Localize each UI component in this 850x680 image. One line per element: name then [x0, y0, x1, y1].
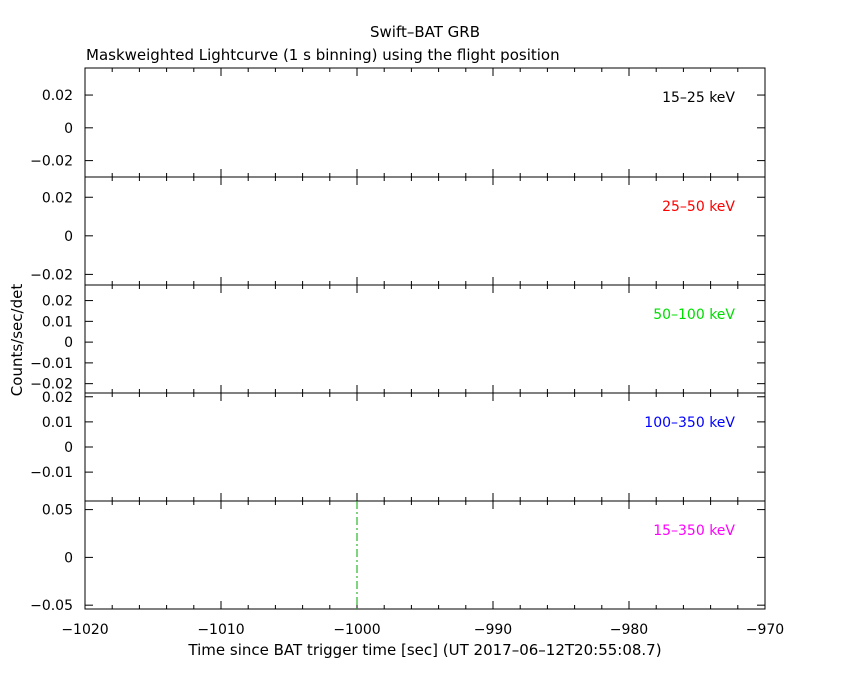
band-label: 50–100 keV	[653, 307, 735, 323]
y-tick-label: 0.01	[42, 314, 73, 330]
band-label: 15–25 keV	[662, 90, 735, 106]
y-tick-label: −0.02	[30, 377, 73, 393]
y-tick-label: −0.01	[30, 465, 73, 481]
y-tick-label: 0.02	[42, 88, 73, 104]
x-tick-label: −970	[746, 622, 784, 638]
y-tick-label: −0.05	[30, 598, 73, 614]
y-tick-label: −0.02	[30, 154, 73, 170]
y-tick-label: 0.02	[42, 390, 73, 406]
x-tick-label: −980	[610, 622, 648, 638]
y-tick-label: 0	[64, 550, 73, 566]
panel-1: −0.02 0 0.02 15–25 keV	[30, 67, 766, 178]
y-tick-label: −0.01	[30, 356, 73, 372]
y-tick-label: 0.05	[42, 503, 73, 519]
x-axis-label: Time since BAT trigger time [sec] (UT 20…	[187, 641, 661, 659]
x-tick-labels: −1020 −1010 −1000 −990 −980 −970	[61, 622, 784, 638]
panel-3: −0.02 −0.01 0 0.01 0.02 50–100 keV	[30, 284, 766, 394]
x-tick-label: −1010	[197, 622, 244, 638]
panel-frame	[84, 67, 766, 178]
x-tick-label: −1020	[61, 622, 108, 638]
y-tick-label: 0	[64, 440, 73, 456]
x-tick-label: −1000	[333, 622, 380, 638]
x-tick-label: −990	[474, 622, 512, 638]
panel-4: −0.01 0 0.01 0.02 100–350 keV	[30, 390, 766, 502]
y-tick-label: 0.01	[42, 415, 73, 431]
y-tick-label: 0.02	[42, 190, 73, 206]
y-tick-label: 0.02	[42, 294, 73, 310]
y-tick-label: 0	[64, 229, 73, 245]
panel-2: −0.02 0 0.02 25–50 keV	[30, 176, 766, 286]
band-label: 100–350 keV	[644, 415, 735, 431]
panel-frame	[84, 392, 766, 502]
y-tick-label: 0	[64, 335, 73, 351]
panel-frame	[84, 176, 766, 286]
y-axis-label: Counts/sec/det	[8, 284, 26, 397]
chart-subtitle: Maskweighted Lightcurve (1 s binning) us…	[86, 46, 560, 64]
y-tick-label: −0.02	[30, 267, 73, 283]
panel-frame	[84, 284, 766, 394]
chart-title: Swift–BAT GRB	[370, 23, 480, 41]
y-tick-label: 0	[64, 121, 73, 137]
band-label: 15–350 keV	[653, 523, 735, 539]
panel-frame	[84, 500, 766, 610]
panel-5: −0.05 0 0.05 15–350 keV	[30, 500, 766, 614]
band-label: 25–50 keV	[662, 199, 735, 215]
